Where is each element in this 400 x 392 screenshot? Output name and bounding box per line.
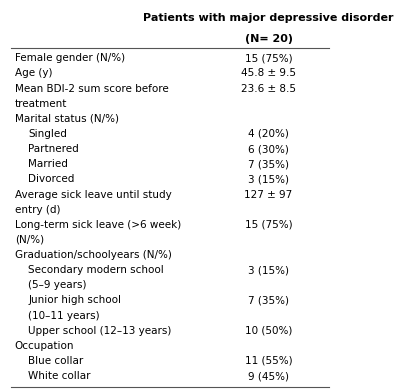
Text: Upper school (12–13 years): Upper school (12–13 years) <box>28 326 172 336</box>
Text: Mean BDI-2 sum score before: Mean BDI-2 sum score before <box>15 83 168 94</box>
Text: White collar: White collar <box>28 371 91 381</box>
Text: 23.6 ± 8.5: 23.6 ± 8.5 <box>241 83 296 94</box>
Text: Blue collar: Blue collar <box>28 356 83 366</box>
Text: Secondary modern school: Secondary modern school <box>28 265 164 275</box>
Text: 7 (35%): 7 (35%) <box>248 159 289 169</box>
Text: (N/%): (N/%) <box>15 235 44 245</box>
Text: 15 (75%): 15 (75%) <box>245 53 292 64</box>
Text: 127 ± 97: 127 ± 97 <box>244 189 293 200</box>
Text: (5–9 years): (5–9 years) <box>28 280 87 290</box>
Text: Occupation: Occupation <box>15 341 74 351</box>
Text: 6 (30%): 6 (30%) <box>248 144 289 154</box>
Text: Partnered: Partnered <box>28 144 79 154</box>
Text: 3 (15%): 3 (15%) <box>248 174 289 184</box>
Text: Junior high school: Junior high school <box>28 296 121 305</box>
Text: 11 (55%): 11 (55%) <box>245 356 292 366</box>
Text: 10 (50%): 10 (50%) <box>245 326 292 336</box>
Text: entry (d): entry (d) <box>15 205 60 215</box>
Text: 3 (15%): 3 (15%) <box>248 265 289 275</box>
Text: 4 (20%): 4 (20%) <box>248 129 289 139</box>
Text: 7 (35%): 7 (35%) <box>248 296 289 305</box>
Text: Married: Married <box>28 159 68 169</box>
Text: 45.8 ± 9.5: 45.8 ± 9.5 <box>241 69 296 78</box>
Text: Patients with major depressive disorder: Patients with major depressive disorder <box>143 13 394 23</box>
Text: treatment: treatment <box>15 99 67 109</box>
Text: 15 (75%): 15 (75%) <box>245 220 292 230</box>
Text: (10–11 years): (10–11 years) <box>28 310 100 321</box>
Text: Long-term sick leave (>6 week): Long-term sick leave (>6 week) <box>15 220 181 230</box>
Text: Female gender (N/%): Female gender (N/%) <box>15 53 125 64</box>
Text: Age (y): Age (y) <box>15 69 52 78</box>
Text: Average sick leave until study: Average sick leave until study <box>15 189 172 200</box>
Text: (N= 20): (N= 20) <box>244 34 292 44</box>
Text: Graduation/schoolyears (N/%): Graduation/schoolyears (N/%) <box>15 250 172 260</box>
Text: 9 (45%): 9 (45%) <box>248 371 289 381</box>
Text: Divorced: Divorced <box>28 174 74 184</box>
Text: Singled: Singled <box>28 129 67 139</box>
Text: Marital status (N/%): Marital status (N/%) <box>15 114 119 124</box>
